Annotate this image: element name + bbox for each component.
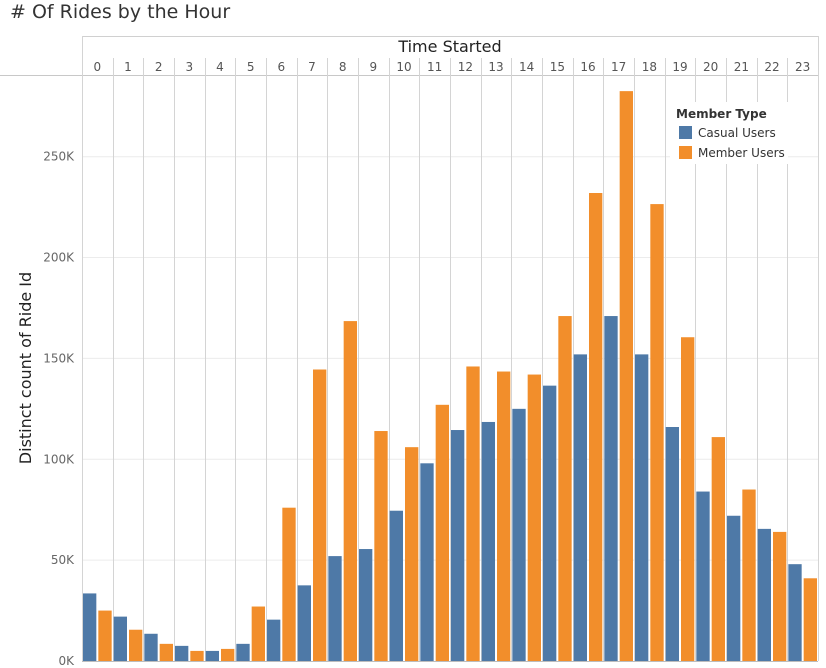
bar-casual-users-hour-2 [144, 633, 158, 661]
y-tick-200K: 200K [43, 251, 75, 265]
bar-casual-users-hour-6 [267, 619, 281, 661]
hour-label-21: 21 [734, 60, 749, 74]
hour-label-18: 18 [642, 60, 657, 74]
y-tick-100K: 100K [43, 452, 75, 466]
bar-member-users-hour-20 [711, 437, 725, 661]
hour-label-8: 8 [339, 60, 347, 74]
bar-member-users-hour-9 [374, 431, 388, 661]
bar-casual-users-hour-0 [83, 593, 97, 661]
bar-casual-users-hour-1 [113, 616, 127, 661]
y-tick-50K: 50K [51, 553, 75, 567]
hour-label-2: 2 [155, 60, 163, 74]
hour-label-22: 22 [764, 60, 779, 74]
bar-casual-users-hour-13 [481, 421, 495, 661]
hour-label-4: 4 [216, 60, 224, 74]
bar-casual-users-hour-22 [757, 528, 771, 661]
grid-layer [0, 36, 819, 662]
bar-member-users-hour-16 [589, 193, 603, 661]
bar-casual-users-hour-11 [420, 463, 434, 661]
y-tick-250K: 250K [43, 150, 75, 164]
bar-member-users-hour-7 [313, 369, 327, 661]
hour-label-11: 11 [427, 60, 442, 74]
hour-label-5: 5 [247, 60, 255, 74]
bar-member-users-hour-3 [190, 650, 204, 661]
bar-casual-users-hour-4 [205, 650, 219, 661]
y-tick-150K: 150K [43, 351, 75, 365]
bar-member-users-hour-5 [251, 606, 265, 661]
bar-member-users-hour-10 [405, 447, 419, 661]
bar-casual-users-hour-20 [696, 491, 710, 661]
hour-label-19: 19 [672, 60, 687, 74]
legend: Member Type Casual Users Member Users [670, 102, 788, 164]
bar-member-users-hour-22 [773, 531, 787, 661]
labels-layer: 0 1 2 3 4 5 6 7 8 9 10 11 12 13 14 15 16 17 18 19 20 21 22 230K… [43, 60, 810, 668]
legend-swatch-member-users [679, 146, 692, 159]
bar-member-users-hour-11 [435, 404, 449, 661]
hour-label-3: 3 [186, 60, 194, 74]
bar-member-users-hour-21 [742, 489, 756, 661]
bar-casual-users-hour-18 [635, 354, 649, 661]
legend-swatch-casual-users [679, 126, 692, 139]
bar-casual-users-hour-15 [543, 385, 557, 661]
bar-casual-users-hour-23 [788, 564, 802, 661]
hour-label-10: 10 [396, 60, 411, 74]
column-header: Time Started [397, 37, 501, 56]
y-axis-title: Distinct count of Ride Id [16, 272, 35, 464]
bar-member-users-hour-0 [98, 610, 112, 661]
bar-member-users-hour-12 [466, 366, 480, 661]
hour-label-15: 15 [550, 60, 565, 74]
bar-member-users-hour-8 [343, 321, 357, 661]
hour-label-23: 23 [795, 60, 810, 74]
hour-label-9: 9 [370, 60, 378, 74]
hour-label-16: 16 [580, 60, 595, 74]
bar-casual-users-hour-21 [727, 515, 741, 661]
bar-member-users-hour-14 [527, 374, 541, 661]
bar-member-users-hour-2 [159, 643, 173, 661]
hour-label-17: 17 [611, 60, 626, 74]
hour-label-13: 13 [488, 60, 503, 74]
bar-casual-users-hour-10 [389, 510, 403, 661]
y-tick-0K: 0K [58, 654, 75, 668]
hour-label-6: 6 [278, 60, 286, 74]
bars-layer [83, 91, 817, 661]
bar-member-users-hour-17 [619, 91, 633, 661]
bar-member-users-hour-18 [650, 204, 664, 661]
bar-casual-users-hour-12 [451, 430, 465, 661]
bar-member-users-hour-19 [681, 337, 695, 661]
legend-label-member-users: Member Users [698, 146, 785, 160]
legend-title: Member Type [676, 107, 767, 121]
bar-casual-users-hour-7 [297, 585, 311, 661]
legend-label-casual-users: Casual Users [698, 126, 776, 140]
bar-casual-users-hour-19 [665, 427, 679, 661]
hour-label-14: 14 [519, 60, 534, 74]
bar-casual-users-hour-14 [512, 408, 526, 661]
bar-casual-users-hour-9 [359, 549, 373, 661]
bar-casual-users-hour-16 [573, 354, 587, 661]
hour-label-1: 1 [124, 60, 132, 74]
bar-member-users-hour-1 [129, 629, 143, 661]
bar-casual-users-hour-17 [604, 316, 618, 661]
bar-casual-users-hour-5 [236, 643, 250, 661]
hour-label-0: 0 [94, 60, 102, 74]
bar-member-users-hour-13 [497, 371, 511, 661]
bar-casual-users-hour-3 [175, 645, 189, 661]
hour-label-20: 20 [703, 60, 718, 74]
bar-member-users-hour-6 [282, 507, 296, 661]
chart-title: # Of Rides by the Hour [10, 1, 230, 23]
hour-label-7: 7 [308, 60, 316, 74]
bar-member-users-hour-4 [221, 648, 235, 661]
bar-member-users-hour-23 [803, 578, 817, 661]
hour-label-12: 12 [458, 60, 473, 74]
bar-casual-users-hour-8 [328, 556, 342, 661]
bar-member-users-hour-15 [558, 316, 572, 661]
